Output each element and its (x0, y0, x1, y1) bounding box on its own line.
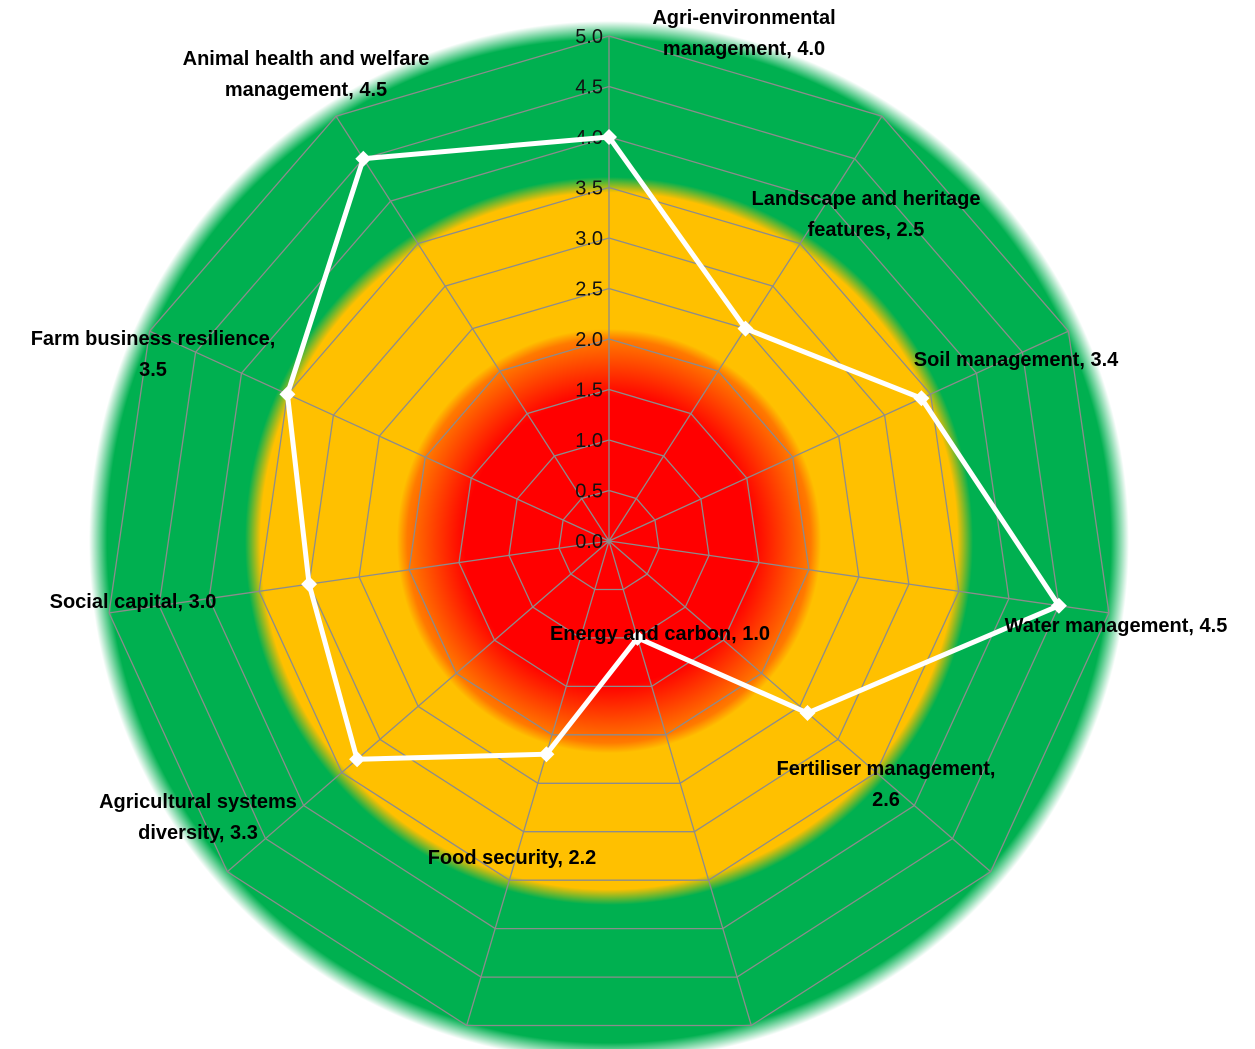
category-label-line: management, 4.0 (663, 38, 825, 60)
tick-label-6: 3.0 (575, 228, 603, 250)
grid (108, 35, 1110, 1027)
category-label-6: Food security, 2.2 (428, 847, 597, 869)
spoke-2 (608, 330, 1069, 542)
category-label-8: Social capital, 3.0 (50, 591, 217, 613)
spoke-6 (466, 540, 610, 1026)
category-label-line: Animal health and welfare (183, 48, 430, 70)
category-label-5: Energy and carbon, 1.0 (550, 623, 770, 645)
category-label-0: Agri-environmental management, 4.0 (652, 7, 835, 60)
tick-label-10: 5.0 (575, 26, 603, 48)
series-marker-9 (279, 386, 296, 403)
grid-ring-10 (108, 35, 1110, 1027)
grid-ring-3 (458, 388, 760, 688)
series-marker-3 (1050, 597, 1067, 614)
series-line (284, 134, 1063, 762)
category-label-line: Soil management, 3.4 (914, 349, 1119, 371)
grid-ring-6 (308, 237, 910, 833)
tick-labels: 0.00.51.01.52.02.53.03.54.04.55.0 (575, 26, 603, 553)
series (279, 129, 1067, 768)
category-label-3: Water management, 4.5 (1005, 615, 1228, 637)
tick-label-7: 3.5 (575, 178, 603, 200)
category-label-line: Fertiliser management, (777, 758, 996, 780)
series-marker-6 (538, 746, 555, 763)
grid-ring-9 (158, 85, 1060, 978)
series-marker-1 (737, 320, 754, 337)
tick-label-3: 1.5 (575, 380, 603, 402)
series-marker-0 (601, 129, 617, 145)
spoke-10 (335, 115, 610, 542)
series-marker-8 (301, 576, 318, 593)
category-label-line: features, 2.5 (808, 219, 925, 241)
category-label-line: Agricultural systems (99, 791, 297, 813)
series-marker-7 (349, 751, 366, 768)
category-label-10: Animal health and welfare management, 4.5 (183, 48, 430, 101)
category-labels: Agri-environmental management, 4.0 Landsca… (31, 7, 1228, 869)
category-label-line: 3.5 (139, 359, 167, 381)
category-label-1: Landscape and heritage features, 2.5 (752, 188, 981, 241)
category-label-line: Farm business resilience, (31, 328, 276, 350)
category-label-line: Energy and carbon, 1.0 (550, 623, 770, 645)
spoke-9 (149, 330, 610, 542)
grid-ring-4 (408, 338, 810, 736)
grid-ring-5 (358, 287, 860, 784)
category-label-line: management, 4.5 (225, 79, 387, 101)
category-label-line: Landscape and heritage (752, 188, 981, 210)
tick-label-0: 0.0 (575, 531, 603, 553)
grid-ring-7 (258, 186, 960, 881)
category-label-line: Food security, 2.2 (428, 847, 597, 869)
spoke-3 (608, 540, 1109, 614)
tick-label-4: 2.0 (575, 329, 603, 351)
category-label-line: Agri-environmental (652, 7, 835, 29)
category-label-2: Soil management, 3.4 (914, 349, 1119, 371)
series-marker-10 (355, 150, 372, 167)
tick-label-9: 4.5 (575, 77, 603, 99)
category-label-7: Agricultural systems diversity, 3.3 (99, 791, 297, 844)
category-label-line: Water management, 4.5 (1005, 615, 1228, 637)
category-label-9: Farm business resilience, 3.5 (31, 328, 276, 381)
tick-label-1: 0.5 (575, 481, 603, 503)
category-label-line: 2.6 (872, 789, 900, 811)
series-marker-5 (629, 629, 646, 646)
spoke-4 (608, 540, 992, 873)
category-label-4: Fertiliser management, 2.6 (777, 758, 996, 811)
tick-label-5: 2.5 (575, 279, 603, 301)
grid-ring-2 (508, 439, 710, 639)
spoke-7 (226, 540, 610, 873)
category-label-line: Social capital, 3.0 (50, 591, 217, 613)
category-label-line: diversity, 3.3 (138, 822, 258, 844)
series-marker-4 (799, 705, 816, 721)
spoke-5 (608, 540, 752, 1026)
grid-ring-1 (558, 489, 660, 591)
series-marker-2 (913, 390, 930, 407)
spoke-8 (109, 540, 610, 614)
grid-ring-8 (208, 136, 1010, 930)
tick-label-2: 1.0 (575, 430, 603, 452)
